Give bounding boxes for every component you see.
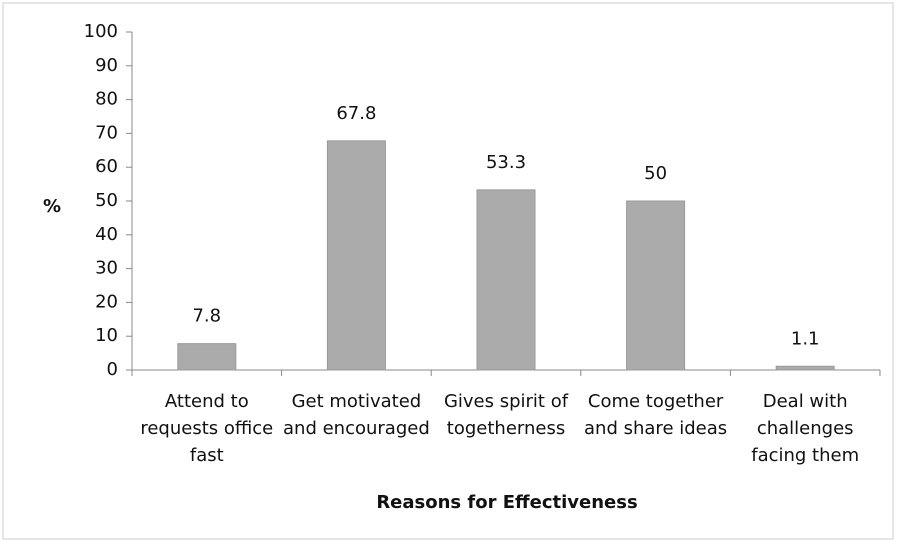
y-tick-label: 20: [95, 291, 118, 312]
x-tick-label: Deal with challenges facing them: [751, 391, 860, 466]
y-tick-label: 40: [95, 224, 118, 245]
x-tick-label: Gives spirit of togetherness: [443, 391, 569, 439]
value-label: 67.8: [336, 103, 376, 124]
y-tick-label: 0: [107, 359, 118, 380]
value-label: 7.8: [192, 306, 221, 327]
y-tick-label: 30: [95, 258, 118, 279]
value-label: 1.1: [791, 328, 820, 349]
x-axis-label: Reasons for Effectiveness: [376, 492, 637, 513]
y-axis-label: %: [43, 196, 61, 217]
y-tick-label: 50: [95, 190, 118, 211]
bar: [476, 189, 536, 371]
y-tick-label: 90: [95, 55, 118, 76]
value-label: 53.3: [486, 152, 526, 173]
x-tick-label: Come together and share ideas: [584, 391, 728, 439]
y-tick-label: 10: [95, 325, 118, 346]
y-tick-label: 70: [95, 122, 118, 143]
bar: [775, 365, 835, 371]
y-tick-label: 80: [95, 89, 118, 110]
bar: [626, 200, 686, 371]
bar: [177, 343, 237, 371]
bar: [326, 140, 386, 371]
y-tick-label: 60: [95, 156, 118, 177]
value-label: 50: [644, 163, 667, 184]
x-tick-label: Attend to requests office fast: [140, 391, 274, 466]
x-tick-label: Get motivated and encouraged: [283, 391, 430, 439]
y-tick-label: 100: [84, 21, 118, 42]
